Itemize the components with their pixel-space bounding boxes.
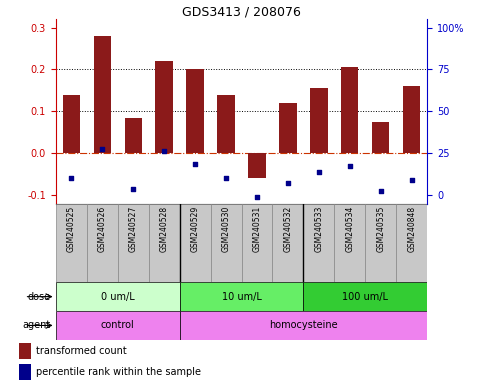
Text: GSM240526: GSM240526 [98,206,107,252]
Bar [156,61,172,153]
Bar [117,204,149,282]
Text: GSM240531: GSM240531 [253,206,261,252]
Text: dose: dose [28,291,51,302]
Bar [62,94,80,153]
Bar [303,204,334,282]
Bar [19,343,31,359]
Text: 0 um/L: 0 um/L [100,291,134,302]
Point [315,169,323,175]
Text: GSM240535: GSM240535 [376,206,385,252]
Text: GSM240533: GSM240533 [314,206,324,252]
Point [284,179,292,185]
Bar [180,204,211,282]
Text: GSM240528: GSM240528 [159,206,169,252]
Bar [403,86,421,153]
Text: GSM240534: GSM240534 [345,206,355,252]
Point [160,148,168,154]
Text: percentile rank within the sample: percentile rank within the sample [36,367,200,377]
Point [222,175,230,182]
Bar [311,88,327,153]
Bar [217,94,235,153]
Bar [149,204,180,282]
Point [377,188,385,194]
Bar [334,204,366,282]
Bar [280,103,297,153]
Bar [366,204,397,282]
Point [98,146,106,152]
Bar [86,204,117,282]
Text: GSM240848: GSM240848 [408,206,416,252]
Bar [180,282,303,311]
Text: GSM240530: GSM240530 [222,206,230,252]
Point [346,163,354,169]
Bar [242,204,272,282]
Point [129,186,137,192]
Text: GSM240529: GSM240529 [190,206,199,252]
Text: 100 um/L: 100 um/L [342,291,388,302]
Bar [56,204,86,282]
Bar [56,282,180,311]
Point [253,194,261,200]
Text: GSM240527: GSM240527 [128,206,138,252]
Bar [341,67,358,153]
Text: GSM240525: GSM240525 [67,206,75,252]
Text: homocysteine: homocysteine [269,320,338,331]
Point [67,175,75,182]
Bar [248,153,266,179]
Bar [125,118,142,153]
Bar [186,70,203,153]
Title: GDS3413 / 208076: GDS3413 / 208076 [182,5,301,18]
Point [408,177,416,184]
Bar [56,311,180,340]
Bar [19,364,31,380]
Bar [211,204,242,282]
Bar [180,311,427,340]
Bar [397,204,427,282]
Point [191,161,199,167]
Bar [372,122,389,153]
Text: GSM240532: GSM240532 [284,206,293,252]
Bar [303,282,427,311]
Text: 10 um/L: 10 um/L [222,291,261,302]
Text: transformed count: transformed count [36,346,127,356]
Bar [94,36,111,153]
Text: agent: agent [23,320,51,331]
Bar [272,204,303,282]
Text: control: control [100,320,134,331]
